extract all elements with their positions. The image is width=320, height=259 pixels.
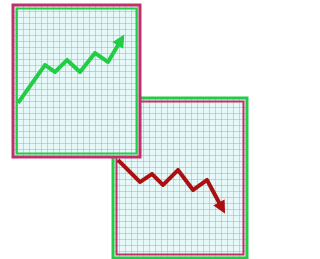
chart-icon [0,0,249,259]
up-panel [13,5,140,157]
